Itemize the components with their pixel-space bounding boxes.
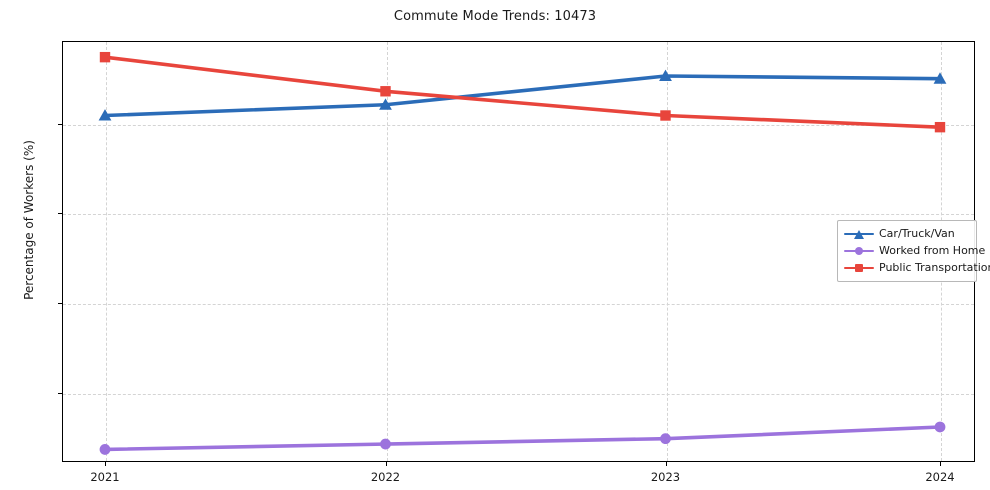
gridline-horizontal	[63, 124, 974, 126]
legend-label: Public Transportation	[879, 261, 990, 274]
legend-item[interactable]: Public Transportation	[844, 260, 990, 275]
x-axis-tick-label: 2023	[650, 470, 681, 484]
x-axis-tick-mark	[105, 462, 106, 466]
legend-label: Car/Truck/Van	[879, 227, 955, 240]
y-axis-tick-mark	[58, 213, 62, 215]
legend-label: Worked from Home	[879, 244, 986, 257]
legend-marker-circle-icon	[855, 247, 863, 255]
legend-swatch-circle-icon	[844, 244, 874, 258]
gridline-vertical	[666, 42, 668, 461]
legend-marker-square-icon	[855, 264, 863, 272]
gridline-horizontal	[63, 214, 974, 216]
gridline-vertical	[106, 42, 107, 461]
chart-legend: Car/Truck/Van Worked from Home Public Tran…	[837, 220, 990, 282]
gridline-vertical	[386, 42, 388, 461]
gridline-horizontal	[63, 304, 974, 306]
legend-swatch-triangle-icon	[844, 227, 874, 241]
legend-swatch-square-icon	[844, 261, 874, 275]
legend-item[interactable]: Car/Truck/Van	[844, 226, 970, 241]
gridline-horizontal	[63, 393, 974, 395]
chart-title: Commute Mode Trends: 10473	[393, 9, 597, 24]
y-axis-tick-mark	[58, 392, 62, 394]
x-axis-tick-label: 2021	[90, 470, 120, 484]
legend-marker-triangle-icon	[854, 229, 864, 239]
y-axis-tick-mark	[58, 303, 62, 305]
x-axis-tick-mark	[385, 462, 387, 466]
x-axis-tick-label: 2022	[370, 470, 401, 484]
x-axis-tick-mark	[940, 462, 941, 466]
x-axis-tick-mark	[665, 462, 667, 466]
y-axis-label: Percentage of Workers (%)	[22, 140, 36, 300]
x-axis-tick-label: 2024	[925, 470, 955, 484]
y-axis-tick-mark	[58, 123, 62, 125]
legend-item[interactable]: Worked from Home	[844, 243, 985, 258]
